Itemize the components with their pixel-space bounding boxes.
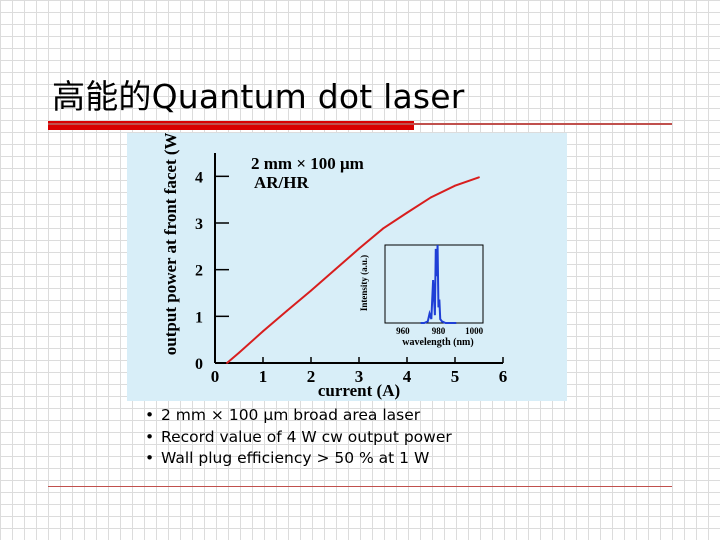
x-axis-label: current (A) [318,381,400,400]
title-accent-bar [48,121,414,130]
power-point [382,227,384,230]
annotation-coating: AR/HR [254,173,310,192]
bullet-item: • Record value of 4 W cw output power [145,427,452,449]
laser-power-chart: 0 1 2 3 4 5 6 0 1 2 3 4 output power at front facet… [127,133,567,401]
power-point [430,196,432,199]
power-point [406,211,408,214]
x-tick-label: 0 [211,367,220,386]
power-point [358,247,360,250]
power-point [454,184,456,187]
inset-spectrum-line [420,244,457,324]
chart-svg: 0 1 2 3 4 5 6 0 1 2 3 4 output power at front facet… [161,133,507,400]
y-tick-label: 1 [195,309,203,326]
x-tick-label: 2 [307,367,316,386]
bullet-text: Record value of 4 W cw output power [161,427,452,446]
bullet-text: Wall plug efficiency > 50 % at 1 W [161,449,430,467]
x-tick-label: 5 [451,367,460,386]
annotation-dimension: 2 mm × 100 μm [251,154,364,173]
y-axis-label: output power at front facet (W) [161,133,180,355]
power-point [310,289,312,292]
inset-spectrum: Intensity (a.u.) wavelength (nm) 960 980 1… [359,244,484,348]
title-underline [48,123,672,125]
power-point [286,309,288,312]
bullet-item: • 2 mm × 100 μm broad area laser [145,405,452,427]
y-tick-label: 2 [195,263,203,280]
power-line [226,176,480,364]
x-tick-label: 1 [259,367,268,386]
power-point [334,268,336,271]
x-tick-label: 3 [355,367,364,386]
power-series [226,176,480,364]
inset-x-tick-label: 980 [432,326,446,336]
chart-ticks: 0 1 2 3 4 5 6 0 1 2 3 4 [195,169,507,386]
bullet-item: • Wall plug efficiency > 50 % at 1 W [145,448,452,470]
bullet-dot: • [145,449,155,467]
footer-rule [48,486,672,487]
inset-y-label: Intensity (a.u.) [359,255,369,311]
bullet-text: 2 mm × 100 μm broad area laser [161,406,421,424]
x-tick-label: 4 [403,367,412,386]
x-tick-label: 6 [499,367,508,386]
power-point [262,330,264,333]
y-tick-label: 0 [195,356,203,373]
power-point [478,176,480,179]
y-tick-label: 4 [195,169,203,186]
bullet-dot: • [145,427,155,446]
slide-title: 高能的Quantum dot laser [52,77,465,116]
inset-x-tick-label: 1000 [465,326,484,336]
bullet-dot: • [145,406,155,424]
bullet-list: • 2 mm × 100 μm broad area laser • Record … [145,405,452,470]
inset-x-tick-label: 960 [396,326,410,336]
power-point [226,362,228,364]
power-point [238,351,240,354]
inset-frame [384,244,484,324]
y-tick-label: 3 [195,216,203,233]
inset-x-label: wavelength (nm) [402,337,473,348]
